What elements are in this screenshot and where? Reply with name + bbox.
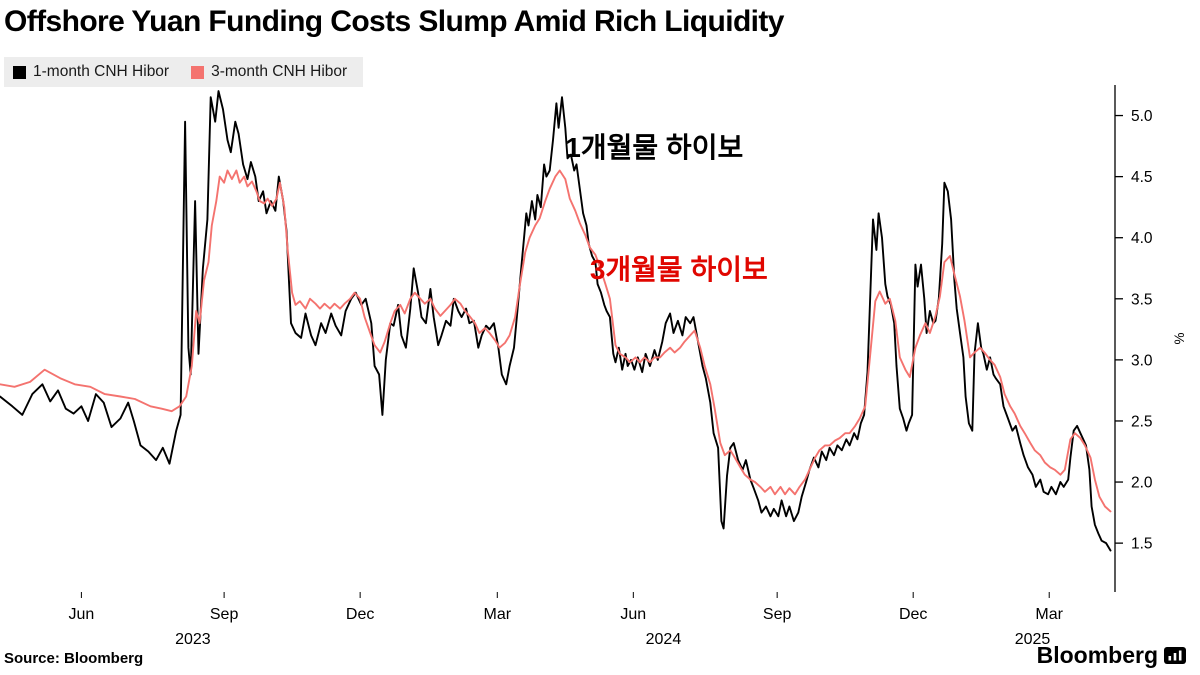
chart-area: 1.5 2.0 2.5 3.0 3.5 4.0 4.5 5.0% Jun Sep Dec Mar Jun… (0, 85, 1200, 645)
legend-swatch-icon (13, 65, 26, 79)
y-axis-unit-label: % (1172, 332, 1187, 344)
y-tick-label: 2.0 (1131, 475, 1153, 492)
x-tick-label: Dec (899, 606, 927, 623)
chart-legend: 1-month CNH Hibor 3-month CNH Hibor (4, 57, 364, 87)
x-tick-label: Jun (68, 606, 94, 623)
chart-title: Offshore Yuan Funding Costs Slump Amid R… (4, 5, 784, 38)
x-year-label: 2025 (1015, 631, 1051, 645)
chart-annotation: 1개월물 하이보 (565, 132, 744, 164)
y-tick-label: 5.0 (1131, 108, 1153, 125)
y-tick-label: 4.0 (1131, 230, 1153, 247)
y-tick-label: 2.5 (1131, 413, 1153, 430)
bloomberg-bars-icon (1164, 647, 1186, 664)
source-label: Source: Bloomberg (4, 650, 144, 667)
series-line (0, 90, 1112, 552)
x-tick-label: Mar (1035, 606, 1063, 623)
line-chart: 1.5 2.0 2.5 3.0 3.5 4.0 4.5 5.0% Jun Sep Dec Mar Jun… (0, 85, 1187, 645)
x-tick-label: Dec (346, 606, 374, 623)
y-tick-label: 4.5 (1131, 169, 1153, 186)
chart-annotation: 3개월물 하이보 (589, 254, 768, 286)
legend-item: 3-month CNH Hibor (191, 63, 347, 81)
series-line (0, 169, 1112, 513)
x-tick-label: Sep (210, 606, 239, 623)
legend-label: 1-month CNH Hibor (33, 63, 170, 80)
y-tick-label: 3.0 (1131, 352, 1153, 369)
y-tick-label: 3.5 (1131, 291, 1153, 308)
x-tick-label: Sep (763, 606, 792, 623)
bloomberg-logo: Bloomberg (1037, 642, 1186, 669)
bloomberg-wordmark: Bloomberg (1036, 642, 1158, 668)
x-year-label: 2024 (646, 631, 682, 645)
legend-swatch-icon (191, 65, 205, 79)
x-tick-label: Jun (620, 606, 646, 623)
y-tick-label: 1.5 (1131, 536, 1153, 553)
legend-label: 3-month CNH Hibor (211, 63, 348, 80)
x-tick-label: Mar (484, 606, 512, 623)
x-year-label: 2023 (175, 631, 211, 645)
legend-item: 1-month CNH Hibor (13, 63, 169, 81)
